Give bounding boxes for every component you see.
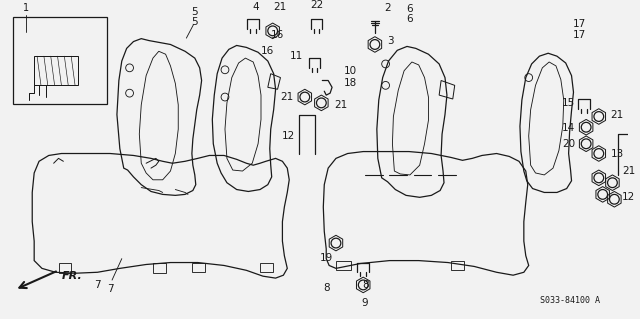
Text: 16: 16 xyxy=(271,30,284,40)
Text: FR.: FR. xyxy=(61,271,82,281)
Text: 19: 19 xyxy=(319,253,333,263)
Text: 5: 5 xyxy=(191,7,198,17)
Text: 14: 14 xyxy=(562,123,575,133)
Text: 5: 5 xyxy=(191,17,198,27)
Text: 7: 7 xyxy=(94,280,100,290)
Text: 22: 22 xyxy=(310,0,323,11)
Text: 21: 21 xyxy=(334,100,348,110)
Text: 21: 21 xyxy=(273,2,286,12)
Text: 13: 13 xyxy=(611,149,624,159)
Text: 15: 15 xyxy=(562,98,575,108)
Text: 7: 7 xyxy=(107,284,113,294)
Text: 9: 9 xyxy=(362,298,369,308)
Text: 16: 16 xyxy=(261,46,275,56)
Text: 11: 11 xyxy=(290,51,303,61)
Text: 20: 20 xyxy=(563,139,575,149)
Text: 12: 12 xyxy=(622,192,636,202)
Text: 6: 6 xyxy=(406,14,413,24)
Text: 8: 8 xyxy=(362,280,369,290)
Text: S033-84100 A: S033-84100 A xyxy=(540,296,600,305)
Text: 17: 17 xyxy=(573,19,586,29)
Text: 2: 2 xyxy=(384,3,391,13)
Text: 10: 10 xyxy=(344,66,357,76)
Text: 17: 17 xyxy=(573,30,586,40)
Text: 12: 12 xyxy=(282,131,295,141)
Text: 21: 21 xyxy=(280,92,293,102)
Text: 21: 21 xyxy=(622,166,636,176)
Text: 4: 4 xyxy=(253,2,259,12)
Text: 6: 6 xyxy=(406,4,413,14)
Text: 21: 21 xyxy=(611,109,624,120)
Text: 3: 3 xyxy=(388,36,394,46)
Text: 1: 1 xyxy=(23,3,29,13)
Text: 18: 18 xyxy=(344,78,357,88)
Text: 8: 8 xyxy=(323,283,330,293)
